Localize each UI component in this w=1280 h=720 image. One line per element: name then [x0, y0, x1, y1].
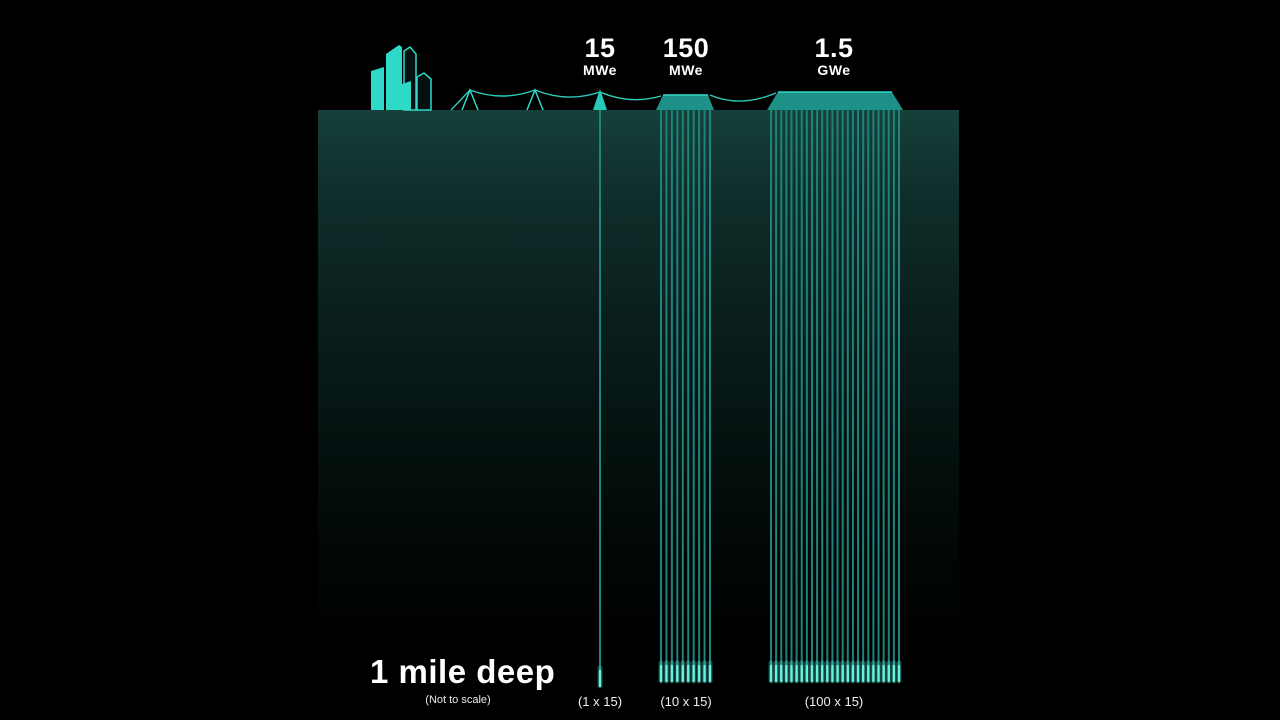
wellhead-triangle-icon: [593, 89, 607, 110]
power-line: [469, 89, 536, 97]
site-power-unit: MWe: [583, 62, 617, 78]
well-pad-platform-100: [767, 92, 903, 110]
site-well-config: (100 x 15): [804, 694, 864, 709]
city-skyline-icon: [371, 45, 432, 111]
power-lines: [450, 89, 777, 111]
site-power-unit: MWe: [669, 62, 703, 78]
power-line: [534, 89, 601, 98]
building-tower: [371, 67, 384, 110]
site-well-config: (1 x 15): [577, 694, 623, 709]
well-group-1: [658, 110, 713, 684]
well-pad-platform-10: [656, 95, 714, 110]
pylons: [461, 87, 544, 111]
site-power-unit: GWe: [817, 62, 851, 78]
building-tower: [386, 45, 402, 110]
power-line: [599, 91, 662, 101]
site-well-config: (10 x 15): [660, 694, 712, 709]
building-tower-outline: [416, 72, 432, 111]
site-power-value: 150: [662, 33, 710, 63]
depth-label: 1 mile deep: [370, 653, 556, 690]
site-power-value: 15: [584, 33, 616, 63]
well-group-2: [768, 110, 902, 684]
transmission-pylon-icon: [461, 87, 479, 111]
transmission-pylon-icon: [526, 87, 544, 111]
site-power-value: 1.5: [814, 33, 854, 63]
building-block: [399, 81, 411, 110]
scale-note: (Not to scale): [425, 694, 491, 706]
power-line: [709, 92, 777, 102]
power-line: [450, 89, 471, 111]
